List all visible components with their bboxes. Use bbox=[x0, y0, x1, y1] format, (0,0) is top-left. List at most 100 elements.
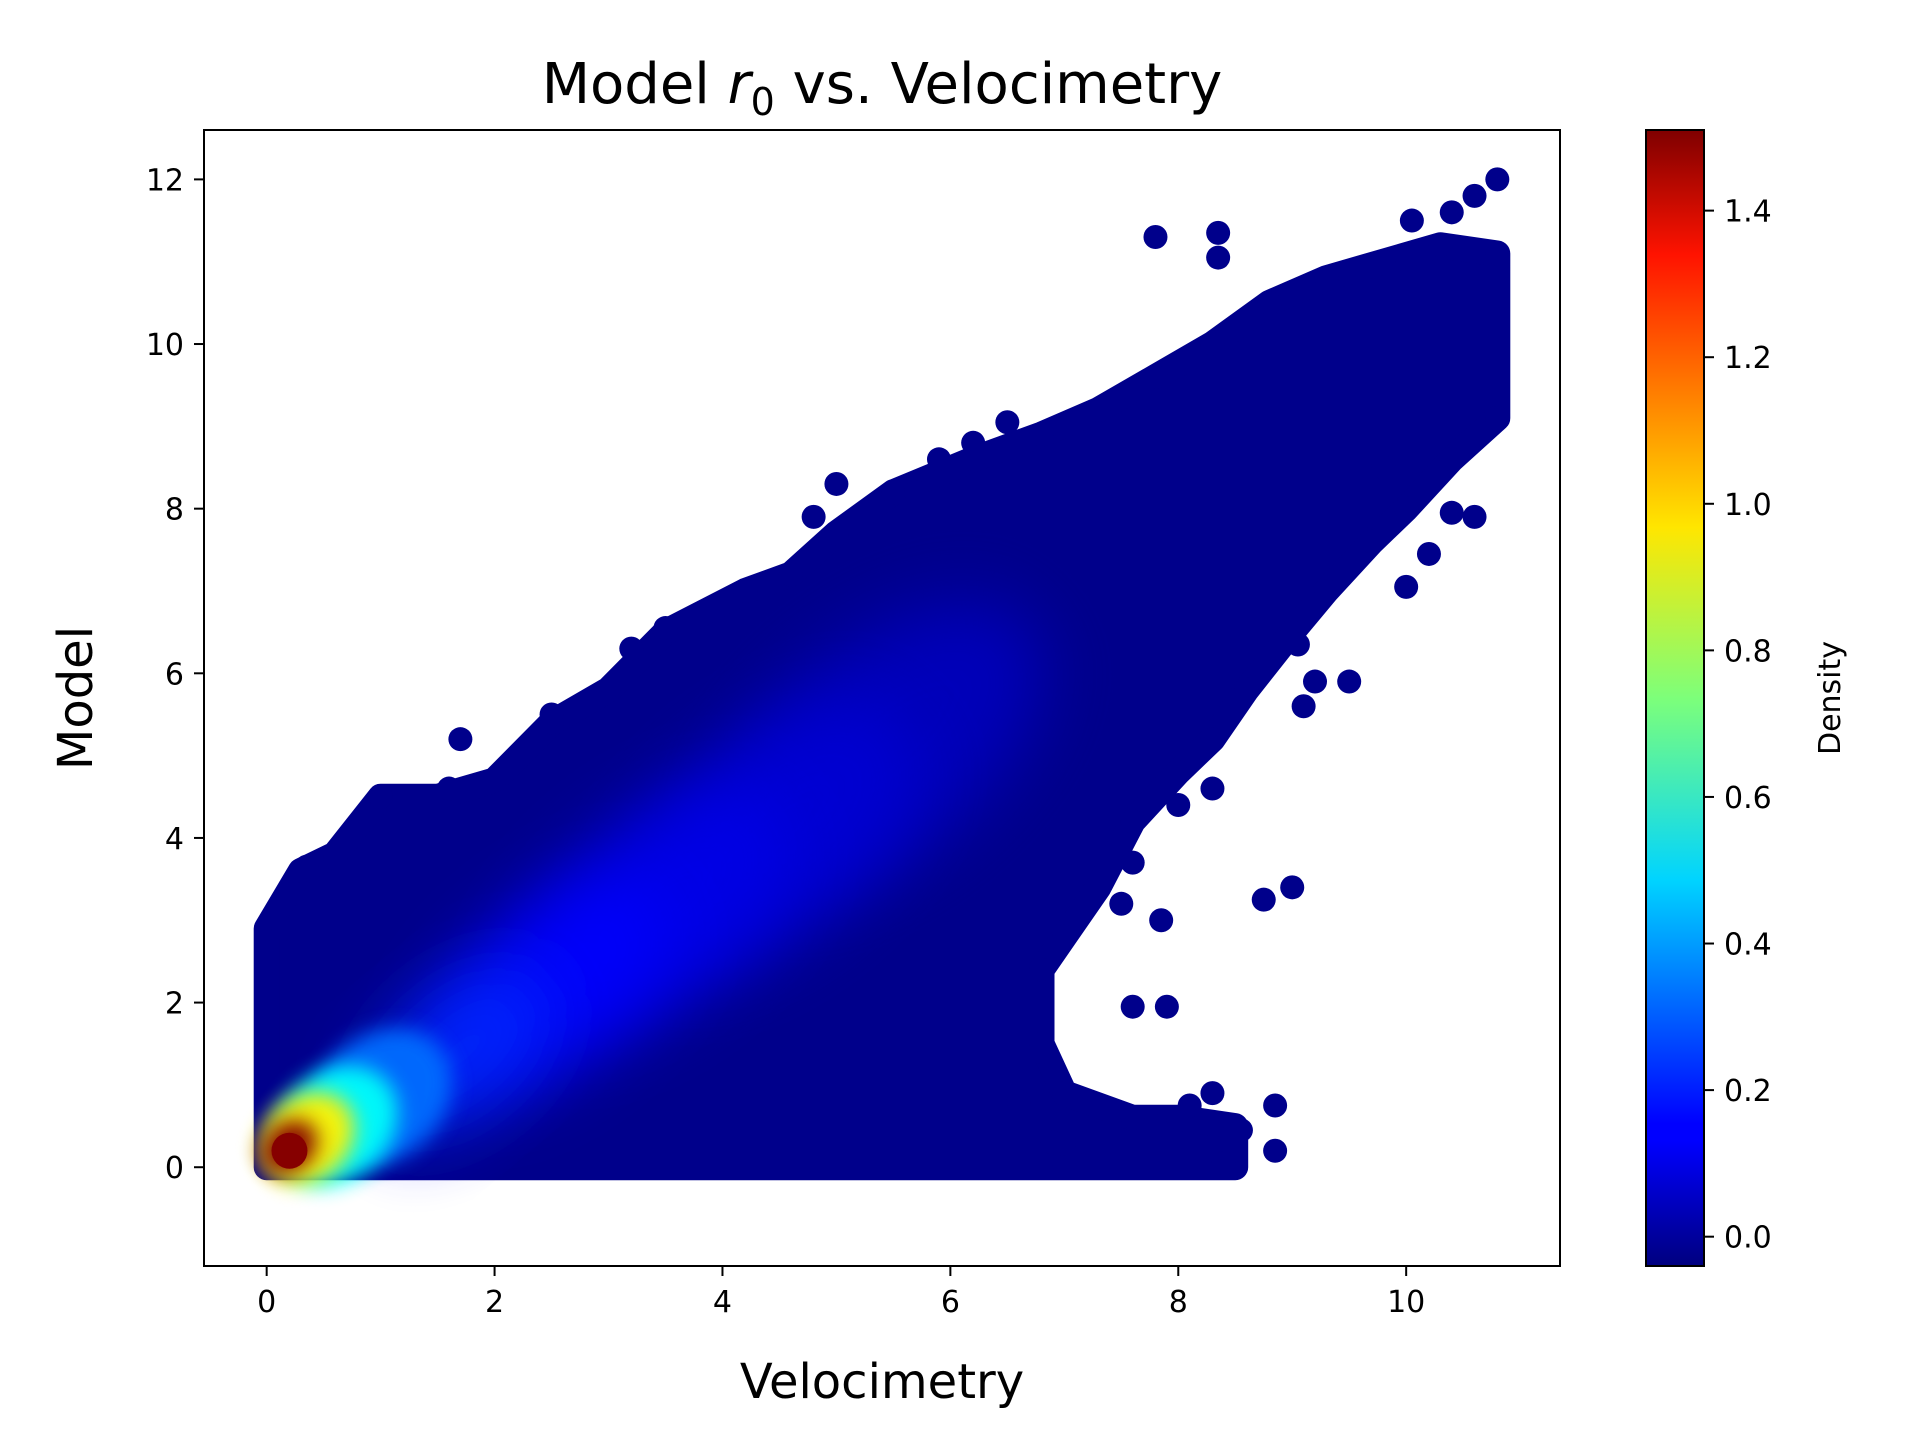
scatter-point bbox=[1314, 266, 1339, 291]
colorbar-tick-label: 0.0 bbox=[1724, 1221, 1772, 1256]
scatter-point bbox=[1439, 500, 1464, 525]
scatter-point bbox=[1120, 1105, 1145, 1130]
scatter-point bbox=[1211, 1151, 1236, 1176]
point-cloud-markers bbox=[254, 167, 1510, 1180]
scatter-point bbox=[926, 447, 951, 472]
scatter-point bbox=[1154, 994, 1179, 1019]
scatter-point bbox=[824, 471, 849, 496]
x-tick-label: 2 bbox=[485, 1285, 504, 1320]
scatter-point bbox=[1485, 241, 1510, 266]
density-peak bbox=[271, 1132, 308, 1169]
scatter-point bbox=[1206, 245, 1231, 270]
y-tick-label: 10 bbox=[146, 328, 184, 363]
scatter-point bbox=[1200, 1081, 1225, 1106]
colorbar-gradient bbox=[1646, 130, 1704, 1266]
scatter-point bbox=[1263, 1093, 1288, 1118]
scatter-point bbox=[294, 854, 319, 879]
scatter-point bbox=[1439, 447, 1464, 472]
scatter-point bbox=[1166, 760, 1191, 785]
scatter-point bbox=[1428, 233, 1453, 258]
scatter-point bbox=[1462, 504, 1487, 529]
scatter-point bbox=[1143, 225, 1168, 250]
scatter-point bbox=[1149, 908, 1174, 933]
y-axis-label: Model bbox=[48, 626, 104, 770]
scatter-point bbox=[1416, 541, 1441, 566]
scatter-point bbox=[778, 562, 803, 587]
scatter-point bbox=[596, 677, 621, 702]
y-tick-label: 0 bbox=[165, 1151, 184, 1186]
colorbar-tick-label: 0.2 bbox=[1724, 1074, 1772, 1109]
y-axis: 0 2 4 6 8 10 12 bbox=[146, 163, 204, 1186]
chart-title: Model r0 vs. Velocimetry bbox=[542, 52, 1223, 124]
y-tick-label: 4 bbox=[165, 822, 184, 857]
scatter-point bbox=[1109, 891, 1134, 916]
scatter-point bbox=[1143, 364, 1168, 389]
x-tick-label: 4 bbox=[713, 1285, 732, 1320]
scatter-point bbox=[1485, 167, 1510, 192]
scatter-point bbox=[448, 727, 473, 752]
scatter-point bbox=[1371, 249, 1396, 274]
scatter-point bbox=[961, 430, 986, 455]
y-tick-label: 12 bbox=[146, 163, 184, 198]
scatter-point bbox=[733, 578, 758, 603]
scatter-point bbox=[436, 776, 461, 801]
scatter-point bbox=[323, 846, 348, 871]
scatter-point bbox=[1257, 290, 1282, 315]
density-gradient bbox=[258, 601, 1043, 1187]
scatter-point bbox=[1029, 957, 1054, 982]
scatter-point bbox=[1120, 809, 1145, 834]
scatter-point bbox=[1166, 793, 1191, 818]
x-tick-label: 6 bbox=[941, 1285, 960, 1320]
scatter-point bbox=[1303, 669, 1328, 694]
scatter-point bbox=[254, 916, 279, 941]
scatter-point bbox=[1177, 1093, 1202, 1118]
plot-area bbox=[253, 167, 1511, 1187]
colorbar-tick-label: 0.8 bbox=[1724, 634, 1772, 669]
colorbar: 0.0 0.2 0.4 0.6 0.8 1.0 1.2 1.4 Density bbox=[1645, 129, 1848, 1267]
scatter-point bbox=[1206, 220, 1231, 245]
y-tick-label: 6 bbox=[165, 657, 184, 692]
colorbar-label: Density bbox=[1813, 641, 1848, 755]
scatter-point bbox=[271, 916, 296, 941]
scatter-point bbox=[1394, 496, 1419, 521]
scatter-point bbox=[881, 480, 906, 505]
x-axis-label: Velocimetry bbox=[740, 1354, 1024, 1410]
scatter-point bbox=[1371, 455, 1396, 480]
scatter-point bbox=[1029, 1039, 1054, 1064]
scatter-point bbox=[1439, 200, 1464, 225]
plot-frame bbox=[203, 129, 1561, 1267]
scatter-point bbox=[1200, 332, 1225, 357]
scatter-point bbox=[1280, 875, 1305, 900]
colorbar-tick-label: 0.4 bbox=[1724, 928, 1772, 963]
scatter-point bbox=[1359, 529, 1384, 554]
scatter-point bbox=[1120, 850, 1145, 875]
scatter-point bbox=[1029, 422, 1054, 447]
colorbar-tick-label: 0.6 bbox=[1724, 781, 1772, 816]
scatter-point bbox=[1462, 183, 1487, 208]
scatter-point bbox=[904, 480, 929, 505]
scatter-point bbox=[1086, 875, 1111, 900]
scatter-point bbox=[1052, 1155, 1077, 1180]
scatter-point bbox=[539, 702, 564, 727]
scatter-point bbox=[1251, 887, 1276, 912]
scatter-point bbox=[1291, 694, 1316, 719]
scatter-point bbox=[1337, 669, 1362, 694]
scatter-point bbox=[1399, 208, 1424, 233]
scatter-point bbox=[1052, 924, 1077, 949]
scatter-point bbox=[1075, 1130, 1100, 1155]
scatter-point bbox=[1485, 406, 1510, 431]
x-tick-label: 8 bbox=[1169, 1285, 1188, 1320]
scatter-point bbox=[1394, 574, 1419, 599]
scatter-point bbox=[1120, 994, 1145, 1019]
scatter-point bbox=[1040, 1130, 1065, 1155]
colorbar-frame bbox=[1645, 129, 1705, 1267]
scatter-point bbox=[1228, 1118, 1253, 1143]
y-tick-label: 2 bbox=[165, 987, 184, 1022]
x-tick-label: 10 bbox=[1387, 1285, 1425, 1320]
scatter-point bbox=[1285, 632, 1310, 657]
scatter-point bbox=[368, 784, 393, 809]
scatter-point bbox=[1052, 1081, 1077, 1106]
scatter-point bbox=[1314, 578, 1339, 603]
scatter-point bbox=[653, 616, 678, 641]
